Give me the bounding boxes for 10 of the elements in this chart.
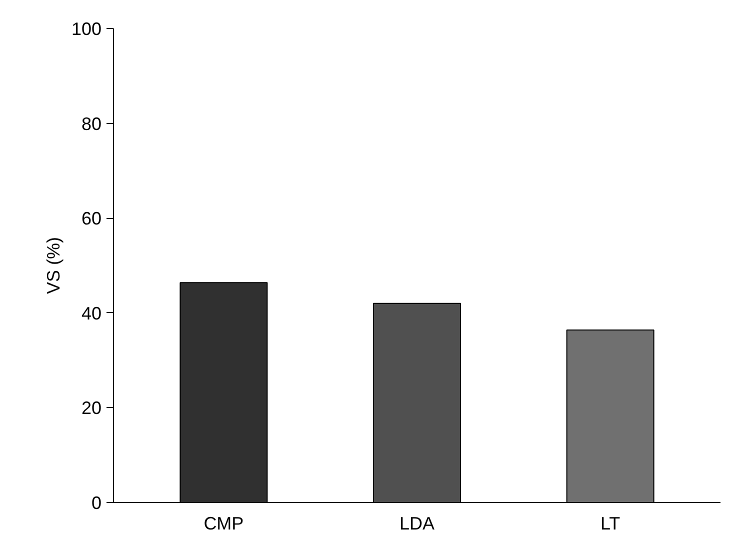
y-tick-label: 60 [81,208,102,229]
y-tick-label: 100 [71,19,102,39]
x-tick-label: LT [600,514,620,534]
x-tick-label: CMP [204,514,244,534]
y-tick-label: 0 [91,493,102,513]
y-axis-title: VS (%) [43,236,64,294]
y-tick-label: 80 [81,114,102,134]
x-tick-label: LDA [399,514,435,534]
y-tick-label: 40 [81,303,102,324]
y-tick-label: 20 [81,398,102,418]
